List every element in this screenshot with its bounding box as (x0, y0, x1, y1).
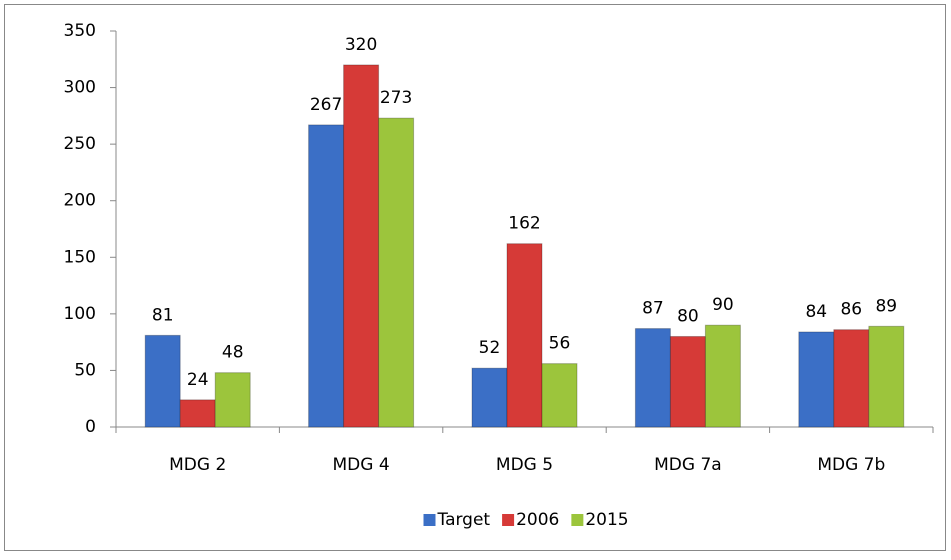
data-label: 162 (508, 214, 540, 234)
y-tick-label: 200 (64, 191, 96, 211)
data-label: 80 (677, 306, 699, 326)
x-tick-label: MDG 5 (496, 455, 553, 475)
data-label: 24 (187, 370, 209, 390)
legend-swatch (423, 514, 436, 526)
bar (506, 243, 543, 428)
bar (541, 363, 578, 428)
y-tick-label: 150 (64, 247, 96, 267)
bar (378, 117, 415, 428)
bar (669, 335, 706, 428)
bar (214, 372, 251, 428)
data-label: 56 (549, 334, 571, 354)
legend-label: Target (437, 510, 491, 530)
data-label: 81 (152, 305, 174, 325)
bar (308, 124, 345, 428)
bar (179, 399, 216, 428)
bar (471, 367, 508, 428)
x-tick-label: MDG 2 (169, 455, 226, 475)
y-tick-label: 100 (64, 304, 96, 324)
legend-label: 2015 (585, 510, 628, 530)
data-label: 267 (310, 95, 342, 115)
data-label: 86 (840, 300, 862, 320)
legend-swatch (571, 514, 584, 526)
bar (798, 331, 835, 428)
x-tick-label: MDG 7a (654, 455, 722, 475)
data-label: 48 (222, 343, 244, 363)
bar (704, 324, 741, 428)
data-label: 273 (380, 88, 412, 108)
data-label: 52 (479, 338, 501, 358)
bar (833, 329, 870, 428)
data-label: 89 (875, 296, 897, 316)
x-tick-label: MDG 4 (333, 455, 390, 475)
data-label: 84 (805, 302, 827, 322)
bar (868, 325, 905, 428)
data-label: 87 (642, 299, 664, 319)
y-tick-label: 300 (64, 78, 96, 98)
legend-swatch (502, 514, 515, 526)
legend-label: 2006 (516, 510, 559, 530)
y-tick-label: 50 (74, 360, 96, 380)
y-tick-label: 250 (64, 134, 96, 154)
data-label: 90 (712, 295, 734, 315)
bar (144, 334, 181, 428)
data-label: 320 (345, 35, 377, 55)
y-tick-label: 350 (64, 21, 96, 41)
bar (343, 64, 380, 428)
bar (634, 328, 671, 428)
x-tick-label: MDG 7b (817, 455, 885, 475)
chart-border (4, 4, 946, 551)
y-tick-label: 0 (85, 417, 96, 437)
